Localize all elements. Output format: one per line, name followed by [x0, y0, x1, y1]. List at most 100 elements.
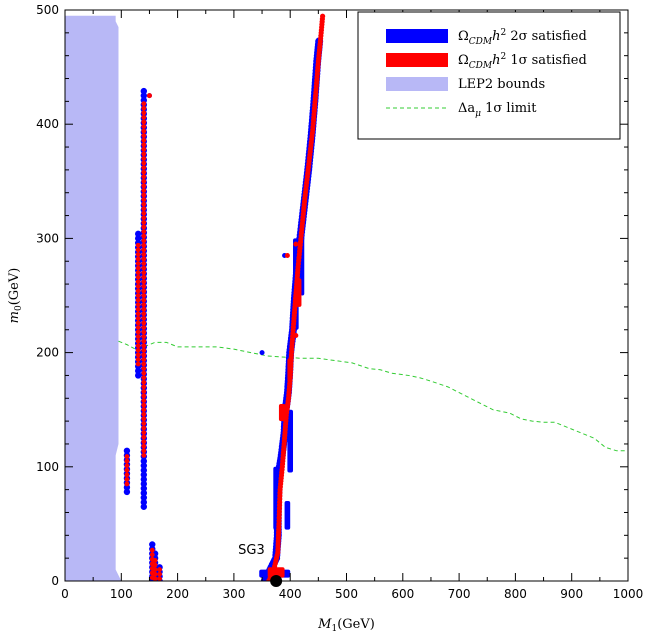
y-axis-label: m0(GeV)	[7, 268, 24, 324]
blue-band-point	[140, 489, 148, 497]
legend-label-one-sigma: ΩCDMh2 1σ satisfied	[458, 52, 587, 71]
red-band-point	[141, 233, 147, 239]
red-band-point	[157, 567, 162, 572]
red-band-point	[141, 370, 147, 376]
red-band-point	[141, 443, 147, 449]
red-band-point	[141, 338, 147, 344]
red-band-point	[157, 576, 162, 581]
red-band-point	[141, 242, 147, 248]
red-band-point	[141, 343, 147, 349]
red-band-point	[141, 174, 147, 180]
red-band-point	[141, 334, 147, 340]
red-band-point	[141, 210, 147, 216]
benchmark-label: SG3	[238, 543, 265, 558]
red-band-point	[152, 576, 158, 581]
red-band-point	[141, 407, 147, 413]
red-band-point	[141, 357, 147, 362]
red-band-point	[141, 434, 147, 440]
red-band-point	[141, 311, 147, 317]
red-band-point	[141, 178, 147, 184]
legend-label-post: 1σ limit	[481, 101, 537, 116]
y-axis-label-unit: (GeV)	[7, 268, 22, 306]
blue-band-point	[140, 467, 148, 474]
legend-label-two-sigma: ΩCDMh2 2σ satisfied	[458, 28, 587, 47]
blue-band-point	[134, 230, 142, 238]
red-band-point	[135, 297, 141, 303]
red-band-point	[135, 361, 141, 367]
blue-band-point	[140, 97, 148, 104]
x-axis-label-main: M	[317, 617, 332, 632]
x-axis-label-unit: (GeV)	[337, 617, 375, 632]
red-band-point	[141, 306, 147, 312]
red-band-point	[141, 452, 147, 458]
red-band-point	[135, 347, 141, 353]
red-band-point	[141, 119, 147, 125]
x-tick-label: 500	[335, 587, 358, 601]
blue-band-point	[123, 484, 131, 491]
red-point	[293, 332, 299, 338]
red-band-point	[135, 306, 141, 312]
red-band-point	[141, 220, 147, 225]
legend-label-sub: CDM	[469, 37, 493, 47]
red-band-point	[141, 151, 147, 157]
red-band-point	[135, 352, 141, 358]
y-axis-label-sub: 0	[14, 305, 24, 311]
red-band-point	[141, 114, 147, 120]
red-band-point	[124, 467, 130, 473]
red-band-point	[124, 472, 130, 478]
red-band-point	[135, 288, 141, 294]
legend-label-mid: h	[492, 53, 500, 68]
red-band-point	[124, 454, 130, 459]
red-band-point	[141, 416, 147, 422]
red-band-point	[141, 247, 147, 253]
red-band-point	[141, 325, 147, 330]
blue-band-point	[140, 503, 148, 510]
red-band-point	[135, 265, 141, 271]
red-band-point	[141, 206, 147, 212]
red-band-point	[149, 547, 155, 553]
red-band-point	[141, 270, 147, 276]
red-band-point	[141, 215, 147, 221]
red-band-point	[124, 481, 130, 487]
legend-label-post: 1σ satisfied	[506, 53, 587, 68]
blue-band-point	[140, 471, 148, 478]
red-band-point	[141, 302, 147, 308]
y-tick-label: 400	[36, 117, 59, 131]
red-band-point	[141, 425, 147, 431]
red-band-point	[152, 567, 158, 572]
red-point	[284, 253, 290, 259]
x-tick-label: 700	[448, 587, 471, 601]
blue-band-point	[149, 541, 156, 548]
legend-label-lep2: LEP2 bounds	[458, 77, 545, 92]
red-band-point	[135, 357, 141, 362]
blue-band-point	[140, 462, 148, 469]
red-band-point	[141, 137, 147, 143]
red-band-point	[141, 375, 147, 381]
blue-band-point	[140, 87, 148, 95]
legend-label-sup: 2	[500, 28, 506, 38]
blue-block	[287, 409, 294, 473]
red-band-point	[141, 384, 147, 390]
red-band-point	[141, 229, 147, 234]
blue-band-point	[140, 499, 148, 506]
red-band-point	[135, 329, 141, 335]
x-axis-label-sub: 1	[331, 624, 337, 634]
legend-label-sub: μ	[475, 109, 481, 119]
legend-swatch-two-sigma	[386, 29, 448, 43]
red-band-point	[135, 270, 141, 276]
legend-label-sup: 2	[500, 52, 506, 62]
y-tick-label: 500	[36, 3, 59, 17]
x-tick-label: 300	[222, 587, 245, 601]
red-band-point	[141, 142, 147, 148]
x-tick-label: 400	[279, 587, 302, 601]
blue-band-point	[123, 447, 131, 455]
plot-area: SG3	[65, 13, 626, 587]
blue-band-point	[134, 372, 142, 379]
red-band-point	[124, 476, 130, 482]
blue-band-point	[140, 485, 148, 492]
axes: 0 100 200 300 400 500 600 700 800 900 1000 0 100 200 3…	[36, 3, 643, 601]
red-band-point	[141, 201, 147, 207]
legend-swatch-lep2	[386, 77, 448, 91]
red-band-point	[135, 274, 141, 280]
